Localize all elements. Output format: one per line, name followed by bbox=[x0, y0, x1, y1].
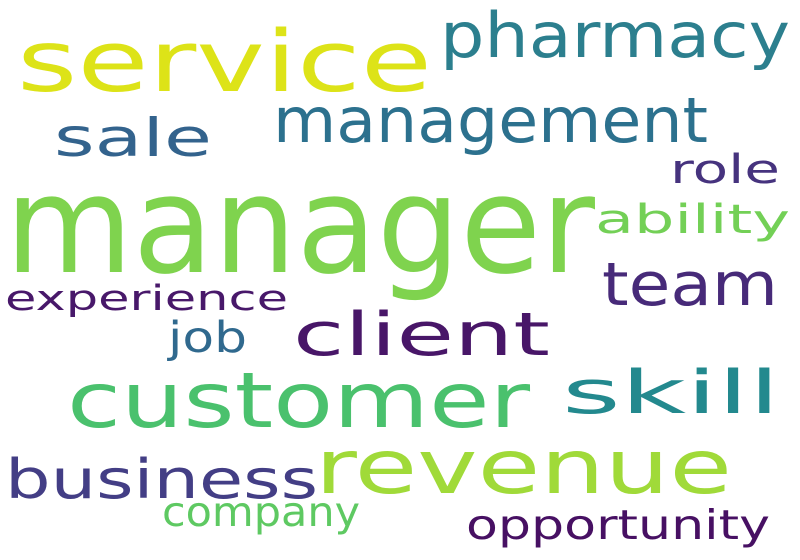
word-manager: manager bbox=[5, 147, 595, 304]
word-ability: ability bbox=[595, 197, 790, 243]
word-management: management bbox=[273, 84, 708, 157]
word-company: company bbox=[162, 488, 360, 536]
word-experience: experience bbox=[5, 279, 288, 319]
word-skill: skill bbox=[562, 358, 780, 428]
word-team: team bbox=[602, 250, 778, 320]
word-opportunity: opportunity bbox=[466, 501, 770, 549]
word-sale: sale bbox=[54, 108, 212, 169]
word-revenue: revenue bbox=[315, 423, 732, 511]
word-client: client bbox=[293, 300, 550, 370]
word-service: service bbox=[17, 13, 433, 112]
word-role: role bbox=[670, 147, 780, 193]
word-pharmacy: pharmacy bbox=[440, 0, 790, 72]
word-business: business bbox=[5, 448, 318, 511]
word-job: job bbox=[168, 313, 247, 363]
word-customer: customer bbox=[67, 357, 530, 446]
